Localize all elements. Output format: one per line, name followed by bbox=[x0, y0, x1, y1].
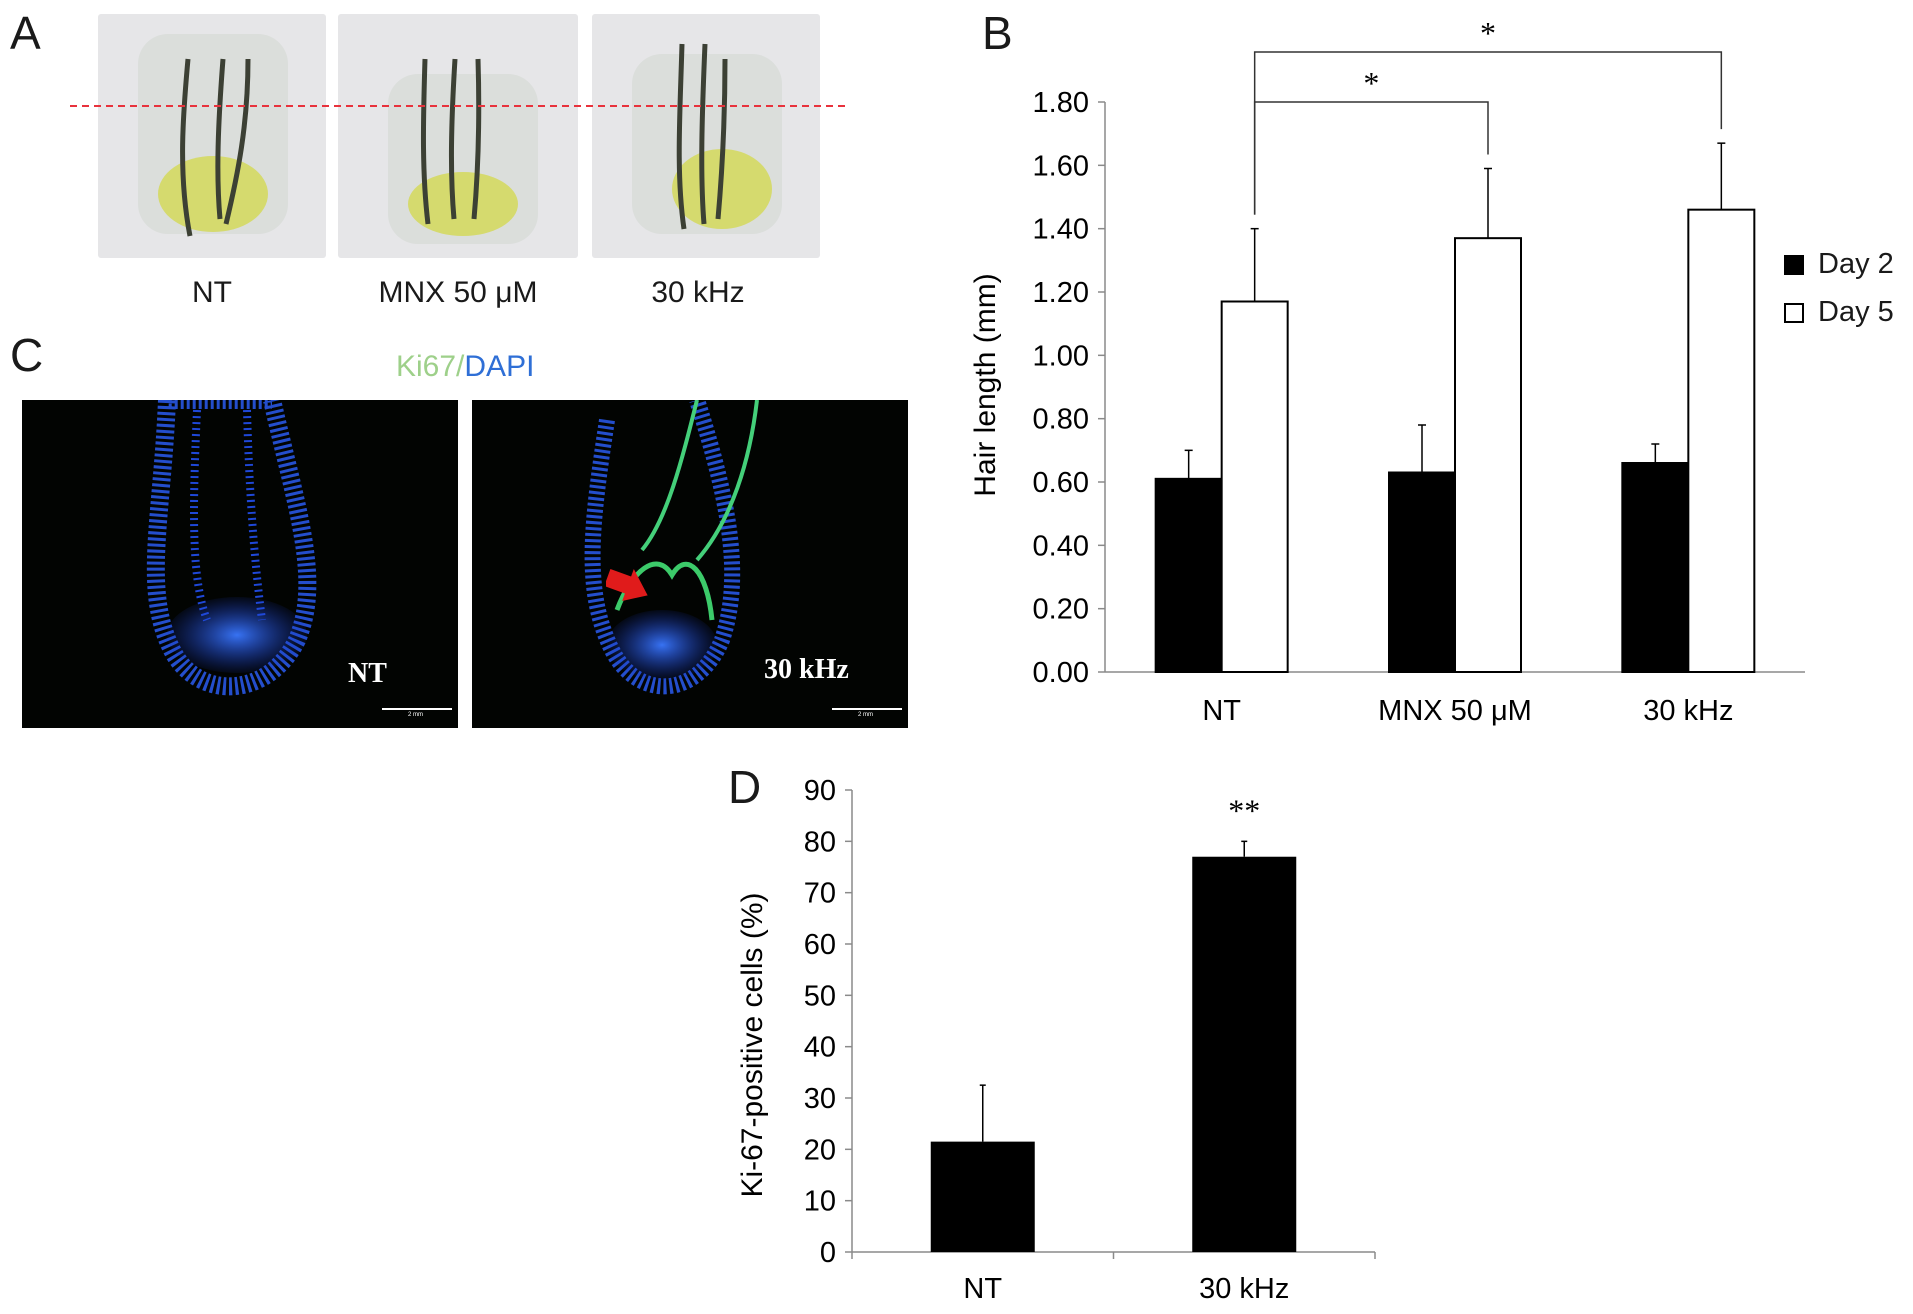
chart-d-ytick-label: 60 bbox=[804, 929, 836, 961]
stain-dapi-label: DAPI bbox=[464, 350, 535, 383]
chart-d-ytick-label: 80 bbox=[804, 826, 836, 858]
chart-b-ytick-label: 0.40 bbox=[1033, 530, 1089, 562]
chart-d-ylabel: Ki-67-positive cells (%) bbox=[736, 892, 769, 1197]
chart-b-ytick-label: 1.80 bbox=[1033, 87, 1089, 119]
guide-line-layer bbox=[70, 105, 845, 107]
red-arrow-icon bbox=[606, 569, 648, 601]
chart-b-ytick-label: 0.20 bbox=[1033, 594, 1089, 626]
chart-d-bar bbox=[930, 1141, 1035, 1252]
chart-d-category-label: NT bbox=[963, 1273, 1002, 1305]
photo-label-30khz: 30 kHz bbox=[651, 276, 745, 309]
chart-b-bar-day-2 bbox=[1388, 471, 1456, 673]
chart-b-bar-day-5 bbox=[1687, 208, 1756, 674]
legend-day5-swatch bbox=[1784, 303, 1804, 323]
chart-b-category-label: 30 kHz bbox=[1643, 695, 1733, 727]
scale-bar-30khz bbox=[832, 708, 902, 710]
ki67-signal-left bbox=[640, 400, 699, 552]
chart-d-significance-label: ** bbox=[1228, 792, 1260, 828]
chart-d-ytick-label: 30 bbox=[804, 1083, 836, 1115]
chart-b-significance-label: * bbox=[1363, 65, 1379, 101]
chart-d-ytick-label: 50 bbox=[804, 980, 836, 1012]
chart-d-ytick-label: 0 bbox=[820, 1237, 836, 1269]
panel-c-micrographs: Ki67/DAPI NT 2 mm bbox=[0, 330, 930, 730]
chart-b-ytick-label: 1.00 bbox=[1033, 340, 1089, 372]
chart-b-bar-day-2 bbox=[1154, 477, 1223, 674]
ki67-signal-right bbox=[695, 400, 759, 562]
stain-separator: / bbox=[456, 350, 465, 383]
chart-d-ytick-label: 10 bbox=[804, 1186, 836, 1218]
chart-b-bar-day-5 bbox=[1454, 237, 1522, 674]
panel-letter-c: C bbox=[10, 329, 44, 381]
panel-a-photos: NT MNX 50 μM 30 kHz bbox=[0, 0, 900, 330]
micrograph-label-30khz: 30 kHz bbox=[764, 654, 849, 685]
stain-ki67-label: Ki67 bbox=[396, 350, 457, 383]
follicle-illustration-30khz bbox=[632, 43, 782, 234]
micrograph-label-nt: NT bbox=[348, 658, 387, 689]
chart-b-significance-label: * bbox=[1480, 15, 1496, 51]
chart-d-ytick-label: 70 bbox=[804, 878, 836, 910]
chart-b-ytick-label: 1.40 bbox=[1033, 214, 1089, 246]
photo-label-nt: NT bbox=[192, 276, 232, 309]
chart-b-ytick-label: 0.00 bbox=[1033, 657, 1089, 689]
chart-b-bar-day-5 bbox=[1220, 300, 1289, 673]
photo-mnx bbox=[338, 14, 578, 258]
chart-b-significance-bracket bbox=[1253, 101, 1489, 215]
micrograph-nt: NT 2 mm bbox=[22, 400, 458, 728]
panel-letter-d: D bbox=[728, 761, 762, 813]
photo-label-mnx: MNX 50 μM bbox=[378, 276, 538, 309]
chart-d-ytick-label: 20 bbox=[804, 1134, 836, 1166]
chart-d-ytick-label: 90 bbox=[804, 775, 836, 807]
follicle-ki67-30khz bbox=[584, 400, 759, 695]
chart-b-bar-day-2 bbox=[1621, 462, 1690, 673]
chart-d-bar bbox=[1192, 856, 1297, 1252]
legend-day2-swatch bbox=[1784, 255, 1804, 275]
chart-b-ytick-label: 0.80 bbox=[1033, 404, 1089, 436]
chart-b-category-label: NT bbox=[1202, 695, 1241, 727]
panel-letter-a: A bbox=[10, 7, 41, 59]
photo-30khz bbox=[592, 14, 820, 258]
scale-text-nt: 2 mm bbox=[408, 712, 423, 718]
follicle-dapi-nt bbox=[146, 400, 317, 696]
panel-letter-b: B bbox=[982, 7, 1013, 59]
chart-b-significance-bracket bbox=[1253, 51, 1723, 215]
chart-b-category-label: MNX 50 μM bbox=[1378, 695, 1532, 727]
follicle-illustration-mnx bbox=[388, 58, 538, 244]
follicle-illustration-nt bbox=[138, 34, 288, 237]
chart-d-ytick-label: 40 bbox=[804, 1032, 836, 1064]
chart-b-ytick-label: 1.20 bbox=[1033, 277, 1089, 309]
chart-d-category-label: 30 kHz bbox=[1199, 1273, 1289, 1305]
chart-b-ylabel: Hair length (mm) bbox=[969, 273, 1002, 496]
chart-d-ki67: 0 10 20 30 40 50 60 70 80 90 NT 30 kHz ** Ki-67-po… bbox=[736, 775, 1376, 1305]
legend-day2-label: Day 2 bbox=[1818, 248, 1894, 280]
stain-title: Ki67/DAPI bbox=[396, 350, 534, 384]
scale-text-30khz: 2 mm bbox=[858, 712, 873, 718]
chart-b-ytick-label: 0.60 bbox=[1033, 467, 1089, 499]
chart-b-ytick-label: 1.60 bbox=[1033, 150, 1089, 182]
photo-nt bbox=[98, 14, 326, 258]
scale-bar-nt bbox=[382, 708, 452, 710]
micrograph-30khz: 30 kHz 2 mm bbox=[472, 400, 908, 728]
legend-day5-label: Day 5 bbox=[1818, 296, 1894, 328]
chart-b-hair-length: 0.00 0.20 0.40 0.60 0.80 1.00 1.20 1.40 1.60 1.80… bbox=[969, 15, 1805, 727]
